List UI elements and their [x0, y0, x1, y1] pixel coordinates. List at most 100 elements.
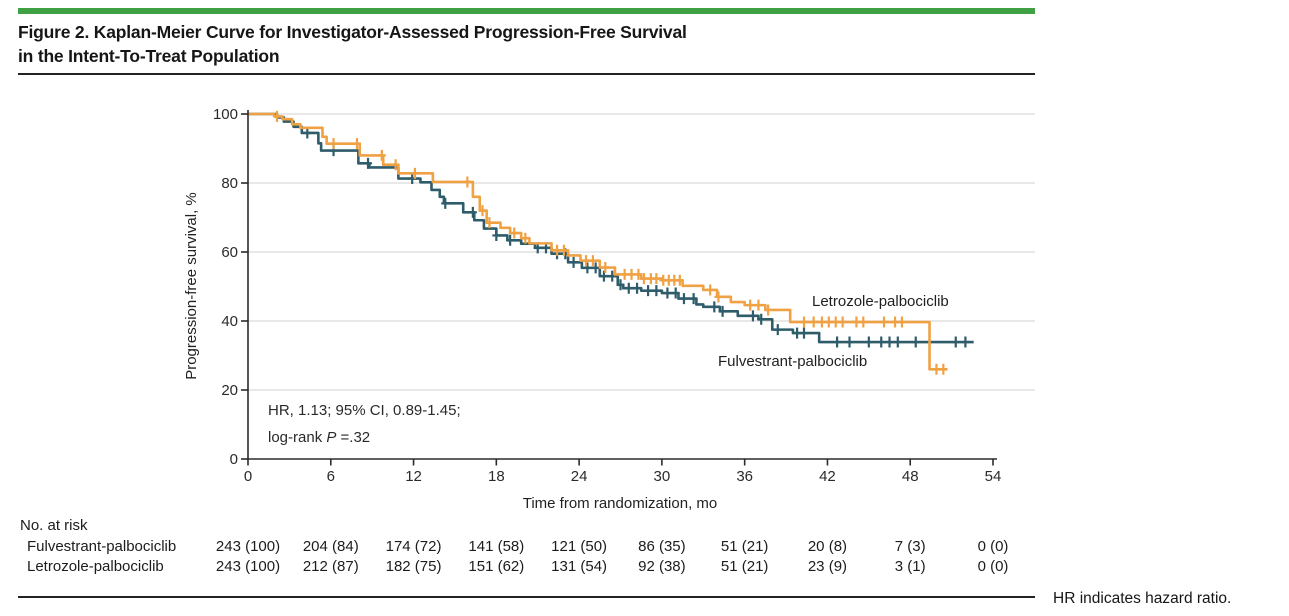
at-risk-cell: 243 (100)	[215, 538, 281, 555]
y-tick-label: 0	[230, 451, 238, 468]
censor-mark	[679, 293, 688, 305]
censor-mark	[663, 287, 672, 299]
at-risk-cell: 151 (62)	[468, 558, 525, 575]
censor-mark	[364, 157, 373, 169]
censor-mark	[885, 336, 894, 348]
censor-mark	[852, 316, 861, 328]
censor-mark	[633, 282, 642, 294]
at-risk-row: Fulvestrant-palbociclib 243 (100) 204 (84)…	[0, 538, 1289, 556]
censor-mark	[599, 270, 608, 282]
censor-mark	[911, 336, 920, 348]
hr-annotation: HR, 1.13; 95% CI, 0.89-1.45; log-rank P …	[268, 397, 461, 451]
censor-mark	[932, 363, 941, 375]
x-tick-label: 6	[327, 468, 335, 485]
censor-mark	[553, 244, 562, 256]
at-risk-row: Letrozole-palbociclib 243 (100) 212 (87) 18…	[0, 558, 1289, 576]
figure-footnote: HR indicates hazard ratio.	[1053, 590, 1232, 607]
title-divider-rule	[18, 73, 1035, 75]
censor-mark	[706, 284, 715, 296]
censor-mark	[624, 282, 633, 294]
at-risk-cell: 51 (21)	[720, 538, 769, 555]
log-rank-prefix: log-rank	[268, 429, 327, 446]
censor-mark	[492, 229, 501, 241]
at-risk-cell: 51 (21)	[720, 558, 769, 575]
at-risk-row-label: Letrozole-palbociclib	[27, 558, 164, 575]
censor-mark	[582, 255, 591, 267]
x-tick-label: 12	[405, 468, 422, 485]
censor-mark	[569, 256, 578, 268]
figure-title-line2: in the Intent-To-Treat Population	[18, 46, 280, 66]
figure-title: Figure 2. Kaplan-Meier Curve for Investi…	[18, 20, 1018, 68]
censor-mark	[833, 336, 842, 348]
at-risk-cell: 212 (87)	[302, 558, 359, 575]
log-rank-value: =.32	[336, 429, 371, 446]
y-tick-label: 60	[221, 244, 238, 261]
x-tick-label: 36	[736, 468, 753, 485]
at-risk-cell: 3 (1)	[894, 558, 926, 575]
curve-label-letrozole: Letrozole-palbociclib	[812, 293, 949, 310]
censor-mark	[817, 316, 826, 328]
censor-mark	[877, 336, 886, 348]
figure-title-line1: Figure 2. Kaplan-Meier Curve for Investi…	[18, 22, 687, 42]
censor-mark	[746, 299, 755, 311]
censor-mark	[652, 273, 661, 285]
censor-mark	[714, 291, 723, 303]
censor-mark	[588, 255, 597, 267]
at-risk-row-label: Fulvestrant-palbociclib	[27, 538, 177, 555]
at-risk-cell: 121 (50)	[551, 538, 608, 555]
censor-mark	[671, 287, 680, 299]
figure-bottom-rule	[18, 596, 1035, 598]
censor-mark	[463, 176, 472, 188]
censor-mark	[377, 149, 386, 161]
censor-mark	[951, 336, 960, 348]
censor-mark	[864, 336, 873, 348]
y-tick-label: 40	[221, 313, 238, 330]
censor-mark	[939, 363, 948, 375]
censor-mark	[485, 217, 494, 229]
censor-mark	[616, 279, 625, 291]
censor-mark	[559, 244, 568, 256]
y-tick-label: 80	[221, 175, 238, 192]
censor-mark	[506, 234, 515, 246]
censor-mark	[893, 336, 902, 348]
x-axis-label: Time from randomization, mo	[522, 495, 718, 512]
censor-mark	[891, 316, 900, 328]
censor-mark	[689, 293, 698, 305]
censor-mark	[773, 324, 782, 336]
y-axis-label: Progression-free survival, %	[183, 192, 200, 380]
x-tick-label: 48	[902, 468, 919, 485]
hr-annotation-line1: HR, 1.13; 95% CI, 0.89-1.45;	[268, 402, 461, 419]
censor-mark	[639, 273, 648, 285]
censor-mark	[591, 262, 600, 274]
censor-mark	[838, 316, 847, 328]
at-risk-cell: 0 (0)	[977, 558, 1009, 575]
censor-mark	[510, 227, 519, 239]
at-risk-cell: 23 (9)	[807, 558, 848, 575]
at-risk-cell: 92 (38)	[638, 558, 686, 575]
censor-mark	[718, 305, 727, 317]
censor-mark	[272, 110, 281, 122]
at-risk-cell: 0 (0)	[977, 538, 1009, 555]
x-tick-label: 24	[571, 468, 588, 485]
censor-mark	[441, 197, 450, 209]
censor-mark	[845, 336, 854, 348]
censor-mark	[880, 316, 889, 328]
x-tick-label: 42	[819, 468, 836, 485]
censor-mark	[764, 304, 773, 316]
censor-mark	[303, 127, 312, 139]
y-tick-label: 20	[221, 382, 238, 399]
censor-mark	[352, 138, 361, 150]
x-tick-label: 18	[488, 468, 505, 485]
censor-mark	[757, 313, 766, 325]
figure-accent-bar	[18, 8, 1035, 14]
hr-annotation-line2: log-rank P =.32	[268, 424, 461, 451]
censor-mark	[583, 262, 592, 274]
at-risk-cell: 204 (84)	[302, 538, 359, 555]
censor-mark	[831, 316, 840, 328]
censor-mark	[521, 232, 530, 244]
censor-mark	[675, 274, 684, 286]
x-tick-label: 30	[654, 468, 671, 485]
censor-mark	[897, 316, 906, 328]
censor-mark	[478, 205, 487, 217]
